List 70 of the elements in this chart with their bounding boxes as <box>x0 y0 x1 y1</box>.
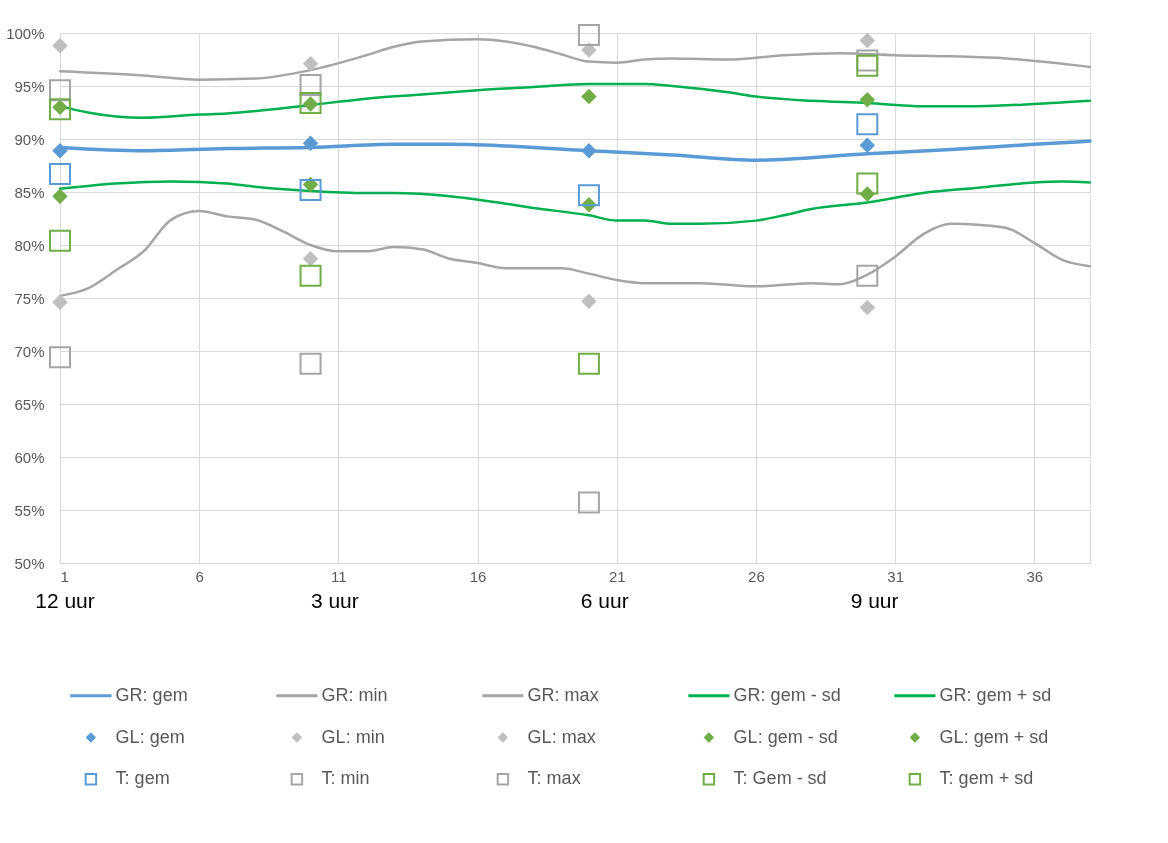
y-tick-label: 65% <box>14 395 45 413</box>
legend-label: GR: max <box>527 684 599 705</box>
y-tick-label: 85% <box>14 183 45 201</box>
legend-label: GL: gem - sd <box>733 726 838 747</box>
x-tick-label: 21 <box>608 567 626 585</box>
y-tick-label: 60% <box>14 448 45 466</box>
legend-label: T: Gem - sd <box>733 768 827 789</box>
text: 12 uur <box>35 589 95 612</box>
y-tick-label: 50% <box>14 554 45 572</box>
point <box>581 142 597 159</box>
legend-label: GL: max <box>527 726 596 747</box>
point <box>581 88 597 105</box>
x-tick-label: 36 <box>1026 567 1044 585</box>
legend-label: T: gem + sd <box>939 768 1034 789</box>
point <box>299 264 322 287</box>
x-tick-label: 16 <box>469 567 487 585</box>
y-tick-label: 75% <box>14 289 45 307</box>
x-tick-label: 1 <box>60 567 69 585</box>
point <box>49 229 71 252</box>
legend-label: T: min <box>321 768 370 789</box>
point <box>49 346 71 369</box>
point <box>49 98 71 121</box>
point <box>299 352 322 375</box>
point <box>299 73 322 96</box>
point <box>299 91 322 114</box>
y-tick-label: 90% <box>14 130 45 148</box>
point <box>577 24 600 47</box>
point <box>581 293 597 309</box>
x-tick-label: 6 <box>195 567 204 585</box>
legend-label: GR: gem + sd <box>939 684 1052 705</box>
y-tick-label: 95% <box>14 77 45 95</box>
point <box>52 37 68 54</box>
point <box>856 54 879 77</box>
point <box>856 264 879 287</box>
y-tick-label: 70% <box>14 342 45 360</box>
point <box>52 294 68 310</box>
point <box>859 137 876 154</box>
x-tick-label: 11 <box>331 567 347 585</box>
legend-label: T: max <box>527 768 581 789</box>
legend-label: GR: min <box>321 684 388 705</box>
point <box>577 491 600 514</box>
text: 6 uur <box>580 589 629 612</box>
point <box>302 135 319 151</box>
legend-label: GL: min <box>321 726 385 747</box>
point <box>859 92 876 108</box>
point <box>52 188 68 204</box>
point <box>299 178 322 201</box>
point <box>856 113 879 136</box>
x-tick-label: 31 <box>887 567 904 585</box>
legend-label: GL: gem <box>115 726 185 747</box>
point <box>49 162 71 185</box>
y-tick-label: 80% <box>14 236 45 254</box>
text: 3 uur <box>310 589 359 612</box>
point <box>577 184 600 207</box>
point <box>859 299 876 316</box>
text: 9 uur <box>850 589 899 612</box>
legend-label: T: gem <box>115 768 170 789</box>
x-tick-label: 26 <box>748 567 765 585</box>
point <box>856 172 879 195</box>
legend-label: GR: gem <box>115 684 188 705</box>
point <box>302 55 319 72</box>
legend-label: GR: gem - sd <box>733 684 841 705</box>
y-tick-label: 100% <box>6 24 45 42</box>
point <box>859 32 876 49</box>
point <box>49 79 71 102</box>
y-tick-label: 55% <box>14 501 45 519</box>
legend-label: GL: gem + sd <box>939 726 1049 747</box>
point <box>577 352 600 375</box>
point <box>302 251 319 267</box>
point <box>52 142 68 159</box>
